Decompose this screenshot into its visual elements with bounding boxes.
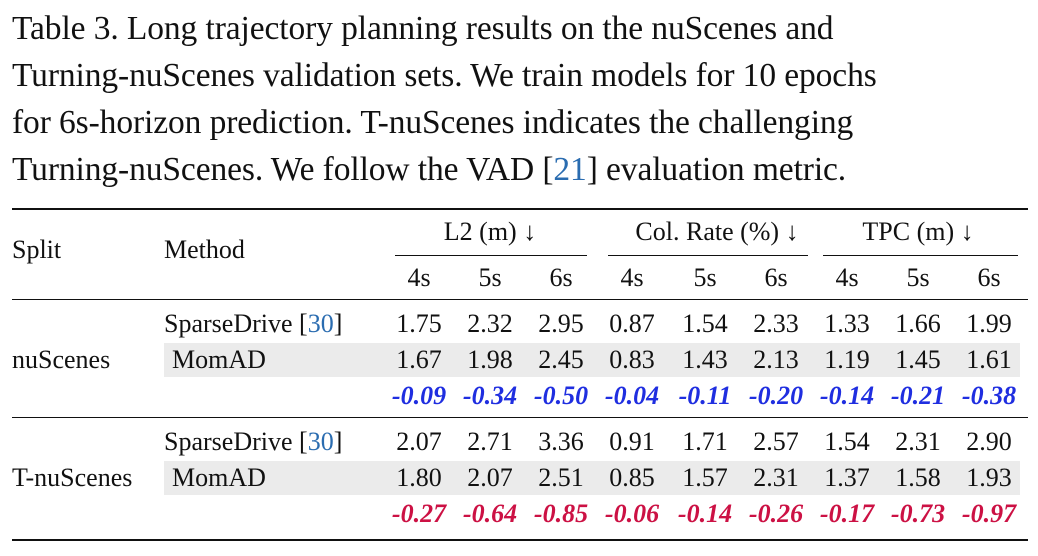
- table-cell: 0.91: [609, 427, 655, 456]
- header-horizon: 6s: [549, 263, 573, 292]
- method-name: SparseDrive [30]: [164, 427, 343, 456]
- delta-cell: -0.14: [677, 499, 733, 528]
- table-cell: 2.31: [895, 427, 941, 456]
- row-highlight: [164, 461, 1020, 495]
- table-cell: 1.45: [895, 345, 941, 374]
- table-cell: 1.58: [895, 463, 941, 492]
- method-name: MomAD: [172, 463, 266, 492]
- method-name: SparseDrive [30]: [164, 309, 343, 338]
- table-cell: 1.99: [966, 309, 1012, 338]
- table-cell: 2.45: [538, 345, 584, 374]
- header-split: Split: [12, 235, 62, 264]
- header-horizon: 4s: [620, 263, 644, 292]
- header-group: L2 (m) ↓: [443, 217, 537, 246]
- delta-cell: -0.27: [391, 499, 447, 528]
- caption-line-4: Turning-nuScenes. We follow the VAD [21]…: [12, 151, 847, 188]
- header-horizon: 5s: [478, 263, 502, 292]
- header-group: Col. Rate (%) ↓: [635, 217, 799, 246]
- header-method: Method: [164, 235, 245, 264]
- citation-link[interactable]: 30: [307, 309, 334, 338]
- delta-cell: -0.21: [890, 381, 946, 410]
- table-caption: Table 3. Long trajectory planning result…: [12, 5, 1032, 193]
- citation-link[interactable]: 30: [307, 427, 334, 456]
- table-cell: 0.87: [609, 309, 655, 338]
- table-cell: 1.75: [396, 309, 442, 338]
- row-highlight: [164, 343, 1020, 377]
- split-label: nuScenes: [12, 345, 111, 374]
- delta-cell: -0.04: [604, 381, 660, 410]
- table-cell: 2.07: [467, 463, 513, 492]
- table-cell: 2.07: [396, 427, 442, 456]
- delta-cell: -0.64: [462, 499, 518, 528]
- delta-cell: -0.97: [961, 499, 1017, 528]
- header-group: TPC (m) ↓: [862, 217, 974, 246]
- table-cell: 1.80: [396, 463, 442, 492]
- delta-cell: -0.38: [961, 381, 1017, 410]
- table-cell: 2.90: [966, 427, 1012, 456]
- table-cell: 1.61: [966, 345, 1012, 374]
- table-cell: 2.95: [538, 309, 584, 338]
- header-group-rule: [823, 255, 1018, 256]
- caption-line-2: Turning-nuScenes validation sets. We tra…: [12, 57, 877, 94]
- header-horizon: 5s: [906, 263, 930, 292]
- table-cell: 1.54: [682, 309, 728, 338]
- table-cell: 1.43: [682, 345, 728, 374]
- delta-cell: -0.17: [819, 499, 875, 528]
- header-horizon: 4s: [835, 263, 859, 292]
- table-cell: 1.66: [895, 309, 941, 338]
- table-cell: 2.31: [753, 463, 799, 492]
- split-label: T-nuScenes: [12, 463, 133, 492]
- table-cell: 2.57: [753, 427, 799, 456]
- delta-cell: -0.50: [533, 381, 589, 410]
- table-rule: [12, 539, 1028, 541]
- table-cell: 1.33: [824, 309, 870, 338]
- header-group-rule: [395, 255, 587, 256]
- table-cell: 0.85: [609, 463, 655, 492]
- table-cell: 1.71: [682, 427, 728, 456]
- table-cell: 2.13: [753, 345, 799, 374]
- delta-cell: -0.20: [748, 381, 804, 410]
- delta-cell: -0.09: [391, 381, 447, 410]
- table-rule: [12, 417, 1028, 418]
- caption-line-3: for 6s-horizon prediction. T-nuScenes in…: [12, 104, 854, 141]
- header-horizon: 5s: [693, 263, 717, 292]
- header-horizon: 6s: [977, 263, 1001, 292]
- table-cell: 2.33: [753, 309, 799, 338]
- table-cell: 1.98: [467, 345, 513, 374]
- delta-cell: -0.11: [678, 381, 732, 410]
- table-cell: 1.57: [682, 463, 728, 492]
- table-cell: 1.19: [824, 345, 870, 374]
- delta-cell: -0.06: [604, 499, 660, 528]
- table-cell: 0.83: [609, 345, 655, 374]
- header-group-rule: [608, 255, 808, 256]
- header-horizon: 4s: [407, 263, 431, 292]
- method-name: MomAD: [172, 345, 266, 374]
- delta-cell: -0.34: [462, 381, 518, 410]
- delta-cell: -0.14: [819, 381, 875, 410]
- table-cell: 1.93: [966, 463, 1012, 492]
- delta-cell: -0.85: [533, 499, 589, 528]
- table-rule: [12, 208, 1028, 210]
- delta-cell: -0.26: [748, 499, 804, 528]
- table-rule: [12, 299, 1028, 300]
- caption-line-1: Table 3. Long trajectory planning result…: [12, 10, 834, 47]
- table-cell: 1.54: [824, 427, 870, 456]
- citation-link[interactable]: 21: [553, 151, 587, 188]
- header-horizon: 6s: [764, 263, 788, 292]
- table-cell: 2.32: [467, 309, 513, 338]
- delta-cell: -0.73: [890, 499, 946, 528]
- table-cell: 3.36: [538, 427, 584, 456]
- table-cell: 1.67: [396, 345, 442, 374]
- table-cell: 2.71: [467, 427, 513, 456]
- table-cell: 2.51: [538, 463, 584, 492]
- table-cell: 1.37: [824, 463, 870, 492]
